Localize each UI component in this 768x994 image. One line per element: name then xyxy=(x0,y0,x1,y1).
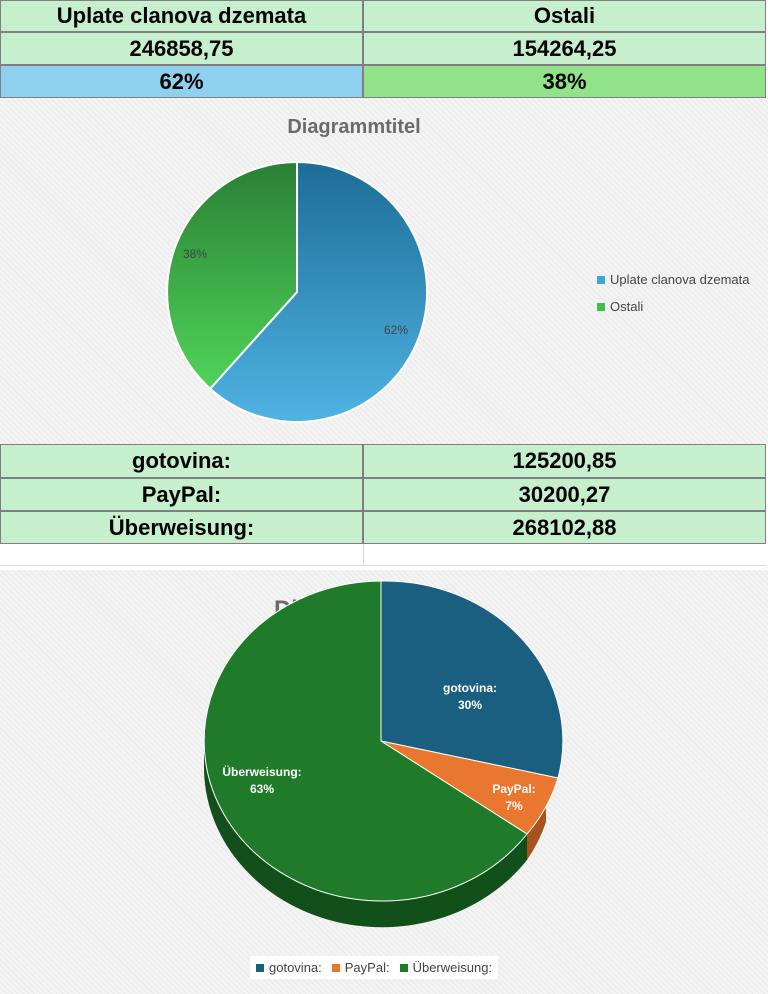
percent-uplate[interactable]: 62% xyxy=(0,65,363,98)
slice-label-paypal-pct: 7% xyxy=(505,799,523,813)
legend2-label-paypal: PayPal: xyxy=(344,960,390,975)
header-uplate[interactable]: Uplate clanova dzemata xyxy=(0,0,363,32)
empty-cell-divider xyxy=(363,544,364,566)
pie-slice-uplate xyxy=(208,160,429,423)
slice-label-paypal: PayPal: 7% xyxy=(486,781,542,815)
slice-label-uberweisung: Überweisung: 63% xyxy=(215,764,309,798)
legend-chart-1: Uplate clanova dzemata Ostali xyxy=(597,272,749,326)
label-ostali-pct: 38% xyxy=(183,247,208,261)
legend-label-ostali: Ostali xyxy=(610,299,644,314)
legend-label-uplate: Uplate clanova dzemata xyxy=(610,272,750,287)
slice-label-uberweisung-pct: 63% xyxy=(249,782,275,796)
legend2-item-uberweisung: Überweisung: xyxy=(399,960,493,975)
row-paypal-value[interactable]: 30200,27 xyxy=(363,478,766,511)
slice-label-paypal-name: PayPal: xyxy=(492,782,536,796)
row-uberweisung-value[interactable]: 268102,88 xyxy=(363,511,766,544)
chart-uplate-ostali[interactable]: Diagrammtitel 38% 62% Uplate clanova dze… xyxy=(0,98,768,444)
pie-slice-uberweisung xyxy=(203,580,528,902)
percent-ostali[interactable]: 38% xyxy=(363,65,766,98)
legend-item-ostali: Ostali xyxy=(597,299,749,314)
legend2-swatch-paypal xyxy=(331,963,340,972)
value-uplate[interactable]: 246858,75 xyxy=(0,32,363,65)
value-ostali[interactable]: 154264,25 xyxy=(363,32,766,65)
header-ostali[interactable]: Ostali xyxy=(363,0,766,32)
pie-slice-gotovina xyxy=(380,580,564,779)
legend2-label-uberweisung: Überweisung: xyxy=(412,960,493,975)
chart-payment-methods[interactable]: Diagrammtitel gotovina: 30% PayPal: 7% Ü… xyxy=(0,570,768,994)
row-paypal-label[interactable]: PayPal: xyxy=(0,478,363,511)
slice-label-gotovina: gotovina: 30% xyxy=(440,680,500,714)
empty-row[interactable] xyxy=(0,544,766,566)
legend2-swatch-gotovina xyxy=(256,963,264,972)
legend2-item-gotovina: gotovina: xyxy=(256,960,322,975)
row-uberweisung-label[interactable]: Überweisung: xyxy=(0,511,363,544)
pie-slice-ostali xyxy=(166,160,298,391)
slice-label-gotovina-name: gotovina: xyxy=(443,681,497,695)
chart-title: Diagrammtitel xyxy=(287,116,421,138)
label-uplate-pct: 62% xyxy=(384,323,409,337)
slice-label-uberweisung-name: Überweisung: xyxy=(222,765,302,779)
legend2-label-gotovina: gotovina: xyxy=(269,960,322,975)
row-gotovina-value[interactable]: 125200,85 xyxy=(363,444,766,478)
legend-chart-2: gotovina: PayPal: Überweisung: xyxy=(250,956,499,979)
legend-swatch-ostali xyxy=(597,302,605,311)
legend-item-uplate: Uplate clanova dzemata xyxy=(597,272,749,287)
row-gotovina-label[interactable]: gotovina: xyxy=(0,444,363,478)
slice-label-gotovina-pct: 30% xyxy=(457,698,483,712)
legend2-item-paypal: PayPal: xyxy=(331,960,390,975)
legend-swatch-uplate xyxy=(597,275,605,284)
pie-chart-2 xyxy=(203,580,564,928)
legend2-swatch-uberweisung xyxy=(399,963,408,972)
pie-chart-1 xyxy=(166,160,429,423)
pie-depth-uberweisung xyxy=(203,741,527,928)
